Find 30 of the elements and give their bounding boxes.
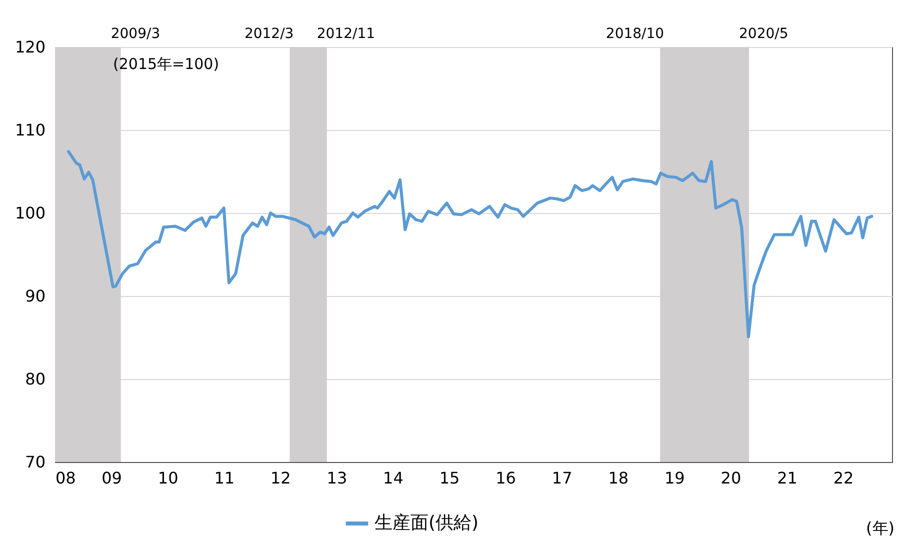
annotation: 2012/11: [316, 26, 376, 42]
x-tick-label: 13: [326, 468, 348, 488]
legend-label: 生産面(供給): [374, 512, 479, 534]
annotation: 2018/10: [606, 26, 664, 42]
annotation: 2012/3: [244, 26, 294, 42]
x-tick-label: 12: [270, 468, 291, 488]
y-tick-label: 70: [25, 452, 46, 472]
x-tick-label: 11: [214, 468, 235, 488]
x-axis-title: (年): [866, 518, 894, 538]
x-tick-label: 18: [608, 468, 629, 488]
x-tick-label: 14: [383, 468, 404, 488]
x-tick-label: 17: [552, 468, 572, 488]
line-series: [67, 150, 874, 338]
x-tick-label: 20: [720, 468, 742, 488]
x-tick-label: 09: [102, 468, 122, 488]
annotation: 2009/3: [110, 26, 160, 42]
y-tick-label: 110: [14, 120, 46, 140]
y-tick-label: 100: [14, 204, 46, 222]
x-tick-label: 08: [56, 468, 76, 488]
annotation: 2020/5: [739, 26, 788, 42]
x-tick-label: 16: [496, 468, 516, 488]
annotation: (2015年=100): [113, 55, 220, 73]
y-tick-label: 80: [25, 370, 46, 388]
x-tick-label: 21: [777, 468, 798, 488]
x-tick-label: 22: [833, 468, 854, 488]
x-tick-label: 10: [158, 468, 178, 488]
y-tick-label: 120: [14, 38, 46, 56]
x-tick-label: 15: [439, 468, 460, 488]
x-tick-label: 19: [664, 468, 685, 488]
y-tick-label: 90: [25, 286, 46, 306]
